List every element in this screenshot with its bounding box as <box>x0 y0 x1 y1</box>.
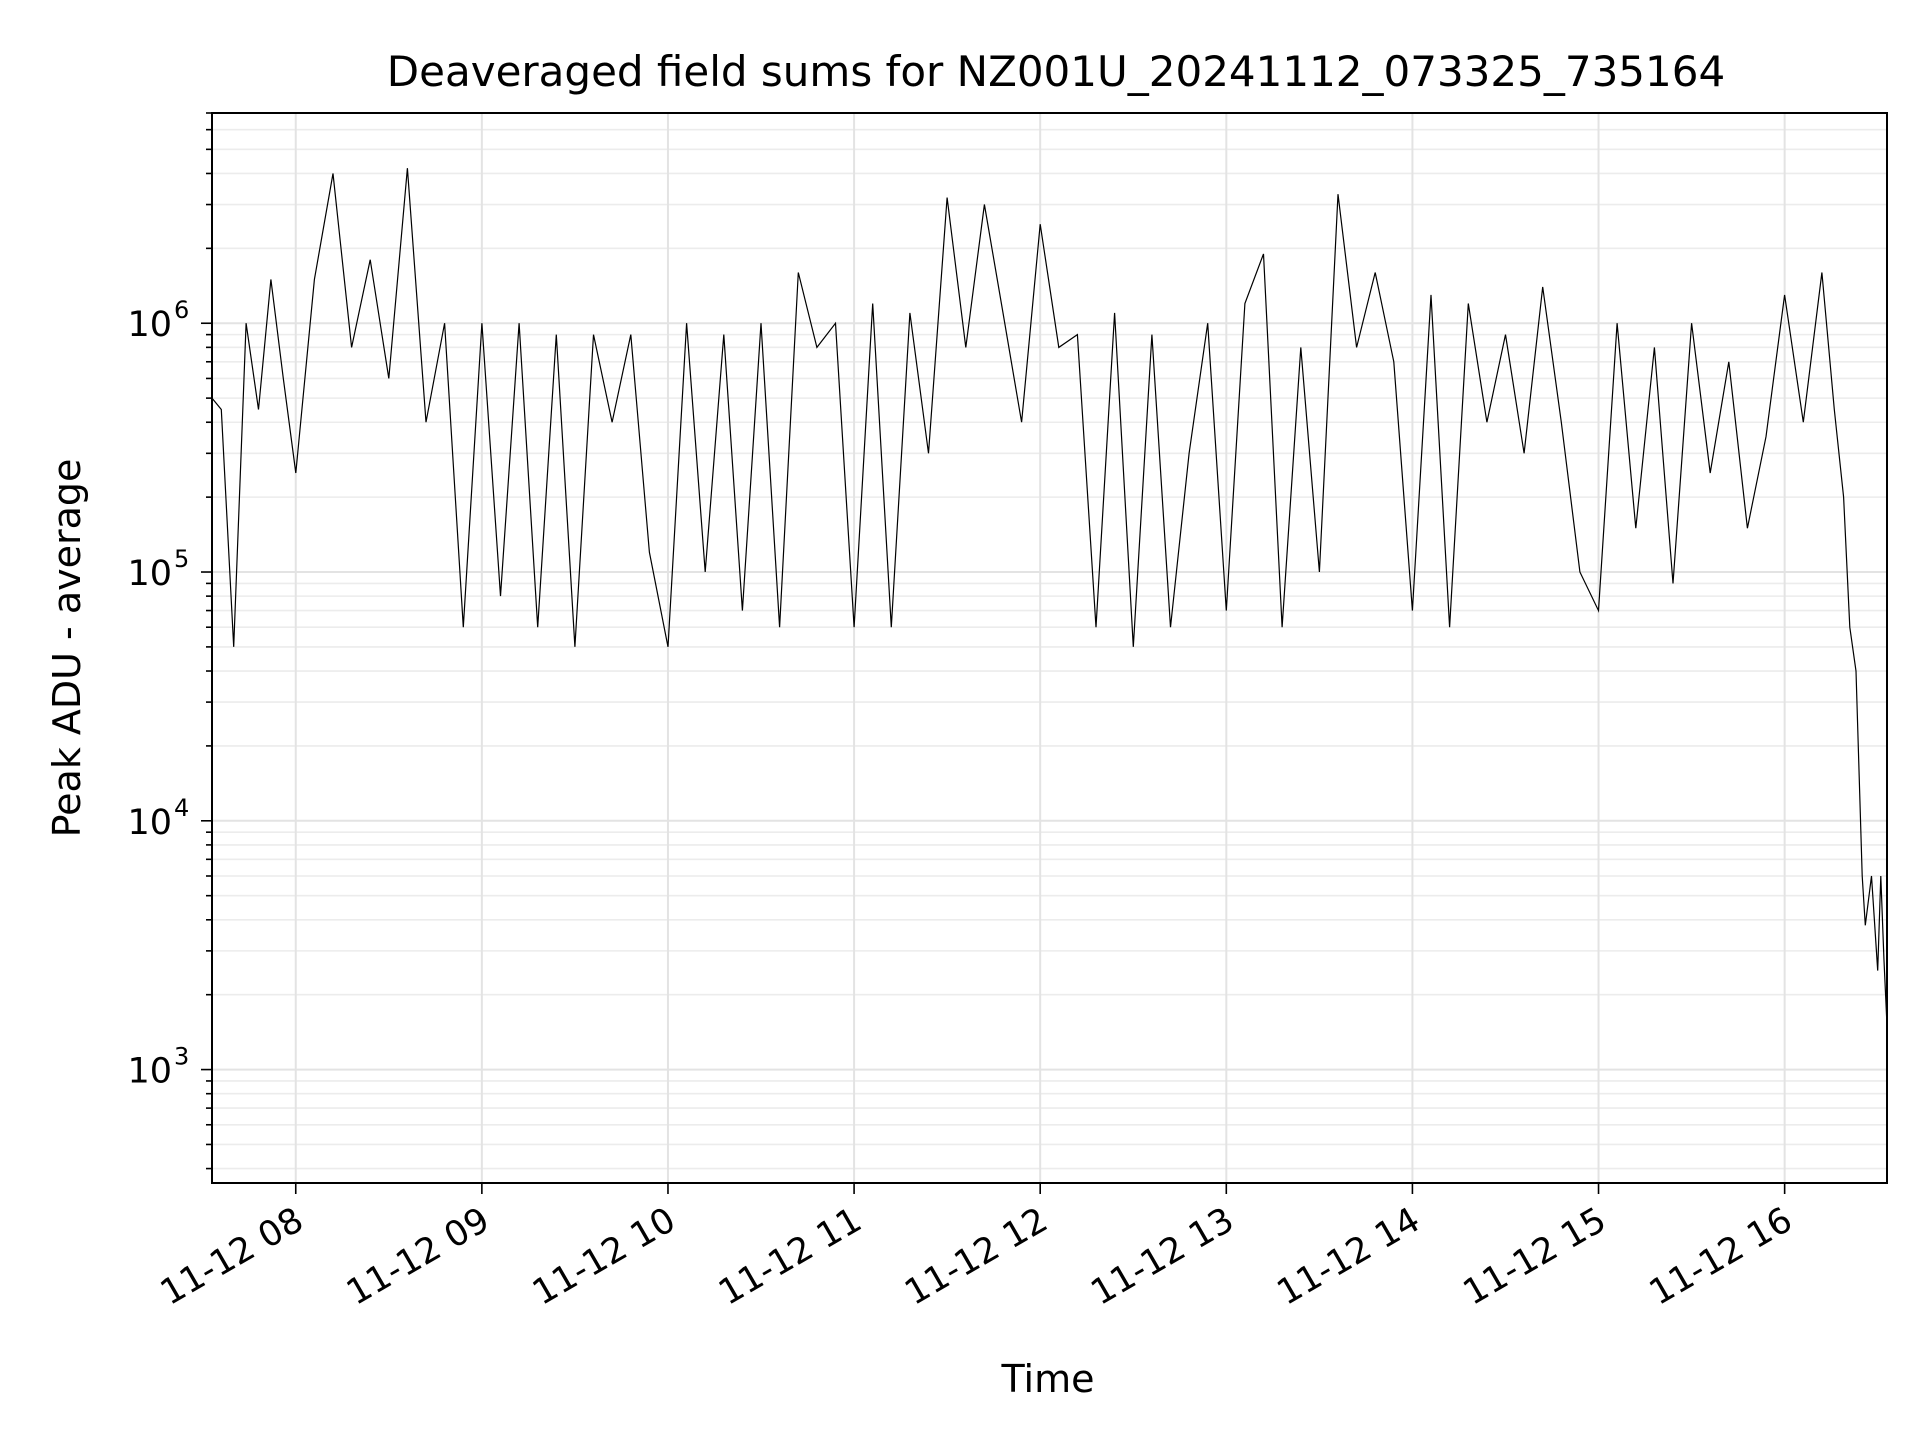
x-tick-label: 11-12 15 <box>1457 1200 1613 1313</box>
x-tick-label: 11-12 08 <box>154 1200 310 1313</box>
x-axis: 11-12 08 11-12 09 11-12 10 11-12 11 11-12 12… <box>154 1183 1799 1313</box>
x-tick-label: 11-12 12 <box>898 1200 1054 1313</box>
grid <box>212 112 1887 1183</box>
x-tick-label: 11-12 10 <box>526 1200 682 1313</box>
y-tick-label: 10 <box>127 554 172 594</box>
y-tick-label-exponent: 6 <box>174 296 189 324</box>
y-tick-label-exponent: 3 <box>174 1043 189 1071</box>
x-axis-label: Time <box>1001 1357 1095 1401</box>
y-tick-label: 10 <box>127 1052 172 1092</box>
x-tick-label: 11-12 16 <box>1643 1200 1799 1313</box>
series-layer <box>211 168 1888 1026</box>
x-tick-label: 11-12 11 <box>712 1200 868 1313</box>
y-axis-label: Peak ADU - average <box>45 459 89 838</box>
y-tick-label-exponent: 4 <box>174 794 189 822</box>
y-tick-label: 10 <box>127 305 172 345</box>
y-tick-label-exponent: 5 <box>174 545 189 573</box>
series-line-0 <box>211 168 1888 1026</box>
x-tick-label: 11-12 13 <box>1085 1200 1241 1313</box>
plot-frame <box>211 112 1888 1184</box>
x-tick-label: 11-12 09 <box>340 1200 496 1313</box>
chart-title: Deaveraged field sums for NZ001U_2024111… <box>387 47 1725 96</box>
x-tick-label: 11-12 14 <box>1271 1200 1427 1313</box>
y-tick-label: 10 <box>127 803 172 843</box>
